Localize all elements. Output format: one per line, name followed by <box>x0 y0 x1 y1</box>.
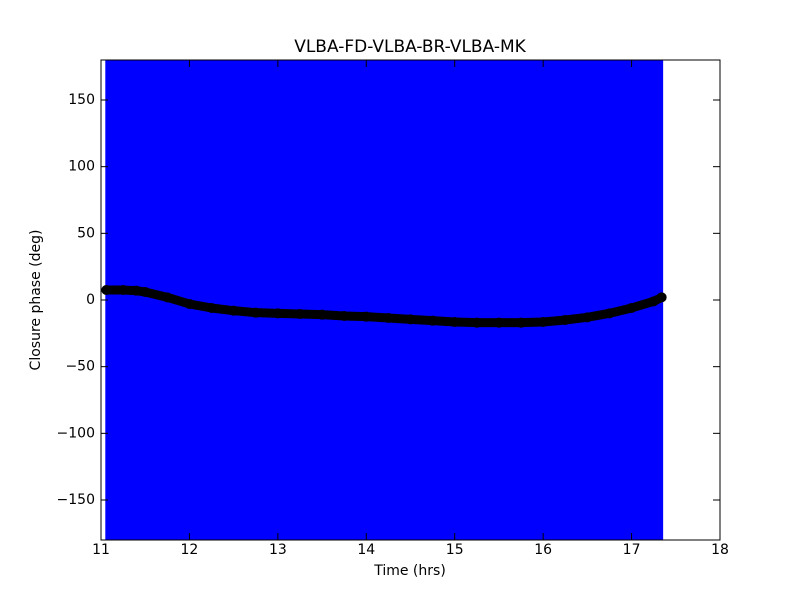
error-bar <box>244 60 268 540</box>
y-tick-label: −100 <box>57 425 95 441</box>
error-bar <box>114 60 131 540</box>
point <box>317 309 328 320</box>
point <box>648 296 659 307</box>
point <box>162 292 173 303</box>
axes: 11 12 13 14 15 16 17 18 −150 −100 −50 0 50 100 150 <box>57 60 729 558</box>
point <box>449 317 460 327</box>
error-bar <box>311 60 334 540</box>
x-tick-label: 15 <box>446 542 464 558</box>
point <box>604 308 615 319</box>
x-tick-label: 17 <box>623 542 641 558</box>
point <box>361 311 372 322</box>
error-bar <box>487 60 511 540</box>
error-bar <box>576 60 599 540</box>
chart-title: VLBA-FD-VLBA-BR-VLBA-MK <box>294 37 526 57</box>
error-bar <box>598 60 622 540</box>
x-tick-label: 12 <box>181 542 199 558</box>
x-tick-label: 16 <box>534 542 552 558</box>
y-tick-label: 100 <box>68 159 95 175</box>
point <box>626 303 637 313</box>
y-tick-label: −150 <box>57 492 95 508</box>
point <box>339 311 350 321</box>
y-tick-label: 0 <box>86 292 95 308</box>
error-bar <box>443 60 467 540</box>
y-tick-label: −50 <box>65 359 95 375</box>
error-bar <box>509 60 533 540</box>
point <box>516 317 527 328</box>
point <box>206 303 217 313</box>
point <box>405 314 416 325</box>
error-bar <box>355 60 378 540</box>
point <box>184 299 195 309</box>
error-bar <box>421 60 445 540</box>
point <box>101 285 112 295</box>
x-tick-label: 18 <box>711 542 729 558</box>
x-tick-label: 14 <box>357 542 375 558</box>
error-bar <box>129 60 142 540</box>
point <box>538 317 549 327</box>
x-axis-label: Time (hrs) <box>373 563 446 579</box>
error-bar <box>399 60 423 540</box>
error-bar <box>222 60 246 540</box>
point <box>250 307 261 318</box>
error-bar <box>333 60 356 540</box>
error-bar <box>377 60 400 540</box>
plot-area <box>101 60 667 540</box>
error-bar <box>200 60 224 540</box>
point <box>582 312 593 323</box>
x-tick-label: 11 <box>92 542 110 558</box>
frame <box>100 59 721 541</box>
y-tick-label: 150 <box>68 92 95 108</box>
point <box>471 317 482 328</box>
error-bar <box>465 60 489 540</box>
series-line <box>101 285 667 328</box>
point <box>140 287 151 297</box>
point <box>294 309 305 319</box>
error-bar <box>554 60 577 540</box>
point <box>272 308 283 319</box>
point <box>560 315 571 325</box>
point <box>656 292 667 303</box>
y-axis-label: Closure phase (deg) <box>28 230 44 371</box>
point <box>228 305 239 316</box>
point <box>118 285 129 295</box>
x-tick-label: 13 <box>269 542 287 558</box>
error-bar <box>266 60 290 540</box>
point <box>131 285 142 296</box>
point <box>427 315 438 326</box>
point <box>493 317 504 328</box>
error-bar <box>140 60 157 540</box>
error-bar <box>105 60 116 540</box>
error-bar <box>620 60 644 540</box>
y-tick-label: 50 <box>77 225 95 241</box>
error-bar <box>532 60 555 540</box>
error-bar <box>288 60 312 540</box>
point <box>383 313 394 323</box>
